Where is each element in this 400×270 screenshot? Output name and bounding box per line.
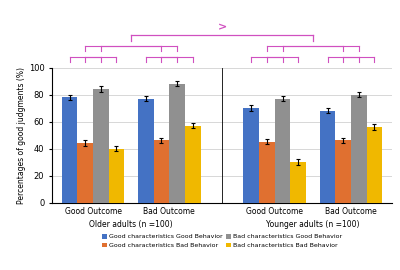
Bar: [109, 148, 124, 202]
Text: Older adults (n =100): Older adults (n =100): [89, 220, 173, 229]
Bar: [185, 126, 200, 202]
Bar: [259, 142, 275, 202]
Bar: [78, 143, 93, 202]
Text: >: >: [217, 22, 227, 32]
Bar: [351, 94, 366, 202]
Text: Younger adults (n =100): Younger adults (n =100): [266, 220, 360, 229]
Bar: [335, 140, 351, 202]
Bar: [275, 99, 290, 202]
Bar: [244, 108, 259, 202]
Bar: [290, 162, 306, 202]
Bar: [320, 111, 335, 202]
Bar: [62, 97, 78, 202]
Bar: [138, 99, 154, 202]
Y-axis label: Percentages of good judgments (%): Percentages of good judgments (%): [17, 66, 26, 204]
Bar: [366, 127, 382, 202]
Bar: [93, 89, 109, 202]
Legend: Good characteristics Good Behavior, Good characteristics Bad Behavior, Bad chara: Good characteristics Good Behavior, Good…: [99, 231, 345, 251]
Bar: [154, 140, 169, 202]
Bar: [169, 84, 185, 202]
